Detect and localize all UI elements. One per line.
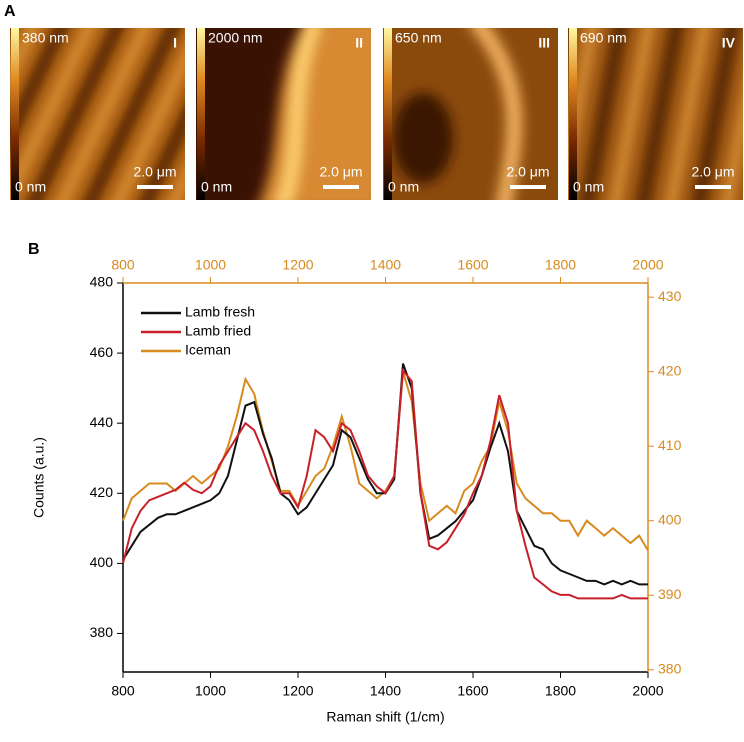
afm-image bbox=[10, 28, 185, 200]
scale-bar-label: 2.0 μm bbox=[691, 164, 734, 180]
scale-bar bbox=[137, 185, 173, 189]
x2-tick-label: 800 bbox=[111, 257, 135, 273]
colorbar bbox=[197, 28, 205, 200]
y-tick-label: 420 bbox=[90, 484, 114, 500]
afm-ridge bbox=[609, 28, 655, 200]
x2-tick-label: 1200 bbox=[282, 257, 313, 273]
afm-min-label: 0 nm bbox=[201, 179, 232, 195]
y2-tick-label: 420 bbox=[658, 362, 682, 378]
y2-tick-label: 430 bbox=[658, 288, 682, 304]
scale-bar bbox=[323, 185, 359, 189]
x-tick-label: 800 bbox=[111, 683, 135, 699]
afm-ridge bbox=[581, 28, 627, 200]
y-tick-label: 380 bbox=[90, 624, 114, 640]
x-axis-label: Raman shift (1/cm) bbox=[326, 709, 444, 725]
afm-id: III bbox=[538, 35, 550, 51]
x2-tick-label: 1600 bbox=[457, 257, 488, 273]
afm-id: II bbox=[355, 35, 363, 51]
y-tick-label: 440 bbox=[90, 414, 114, 430]
afm-max-label: 380 nm bbox=[22, 30, 69, 46]
afm-texture bbox=[260, 28, 371, 200]
afm-id: I bbox=[173, 35, 177, 51]
x-tick-label: 1200 bbox=[282, 683, 313, 699]
afm-max-label: 650 nm bbox=[395, 30, 442, 46]
afm-images: 380 nm 0 nm I 2.0 μm 2000 nm 0 nm II 2.0 μm 650 … bbox=[10, 28, 743, 200]
x2-tick-label: 1400 bbox=[370, 257, 401, 273]
y2-tick-label: 400 bbox=[658, 511, 682, 527]
panel-label: A bbox=[4, 3, 16, 20]
series-line bbox=[122, 368, 648, 600]
scale-bar bbox=[510, 185, 546, 189]
panel-label: B bbox=[28, 241, 40, 258]
scale-bar-label: 2.0 μm bbox=[506, 164, 549, 180]
series-line bbox=[122, 363, 648, 586]
x-tick-label: 1000 bbox=[195, 683, 226, 699]
afm-max-label: 2000 nm bbox=[208, 30, 262, 46]
afm-max-label: 690 nm bbox=[580, 30, 627, 46]
x2-tick-label: 1800 bbox=[545, 257, 576, 273]
chart: 800 1000 1200 1400 1600 1800 2000 800 1000 1200 14… bbox=[31, 257, 682, 725]
colorbar bbox=[11, 28, 19, 200]
x-tick-label: 1600 bbox=[457, 683, 488, 699]
afm-ridge bbox=[470, 28, 523, 200]
afm-ridge bbox=[56, 28, 152, 200]
afm-ridge bbox=[140, 106, 185, 200]
afm-ridge bbox=[665, 28, 711, 200]
afm-ridge bbox=[693, 28, 739, 200]
afm-texture bbox=[393, 28, 523, 200]
scale-bar-label: 2.0 μm bbox=[319, 164, 362, 180]
colorbar bbox=[569, 28, 577, 200]
x2-tick-label: 1000 bbox=[195, 257, 226, 273]
afm-ridge bbox=[84, 28, 180, 200]
legend-label: Iceman bbox=[185, 342, 231, 358]
afm-ridge bbox=[637, 28, 683, 200]
legend-label: Lamb fried bbox=[185, 323, 251, 339]
afm-ridge bbox=[277, 28, 320, 200]
afm-image bbox=[568, 28, 743, 200]
y2-tick-label: 380 bbox=[658, 660, 682, 676]
afm-ridge bbox=[10, 28, 68, 150]
afm-image bbox=[196, 28, 371, 200]
afm-ridge bbox=[28, 28, 124, 200]
afm-ridge bbox=[168, 165, 185, 200]
y-tick-label: 480 bbox=[90, 274, 114, 290]
scale-bar bbox=[695, 185, 731, 189]
legend-label: Lamb fresh bbox=[185, 304, 255, 320]
y-tick-label: 400 bbox=[90, 554, 114, 570]
afm-id: IV bbox=[722, 35, 736, 51]
scale-bar-label: 2.0 μm bbox=[133, 164, 176, 180]
afm-ridge bbox=[10, 28, 40, 90]
afm-min-label: 0 nm bbox=[573, 179, 604, 195]
y-tick-label: 460 bbox=[90, 344, 114, 360]
series-line bbox=[122, 371, 649, 552]
x2-tick-label: 2000 bbox=[632, 257, 663, 273]
afm-image bbox=[383, 28, 558, 200]
afm-pit bbox=[393, 93, 453, 183]
y2-tick-label: 410 bbox=[658, 437, 682, 453]
x-tick-label: 1800 bbox=[545, 683, 576, 699]
afm-ridge bbox=[721, 86, 743, 200]
y2-tick-label: 390 bbox=[658, 586, 682, 602]
afm-ridge bbox=[112, 46, 185, 200]
colorbar bbox=[384, 28, 392, 200]
afm-min-label: 0 nm bbox=[15, 179, 46, 195]
y-axis-label: Counts (a.u.) bbox=[31, 437, 47, 518]
x-tick-label: 2000 bbox=[632, 683, 663, 699]
afm-min-label: 0 nm bbox=[388, 179, 419, 195]
x-tick-label: 1400 bbox=[370, 683, 401, 699]
